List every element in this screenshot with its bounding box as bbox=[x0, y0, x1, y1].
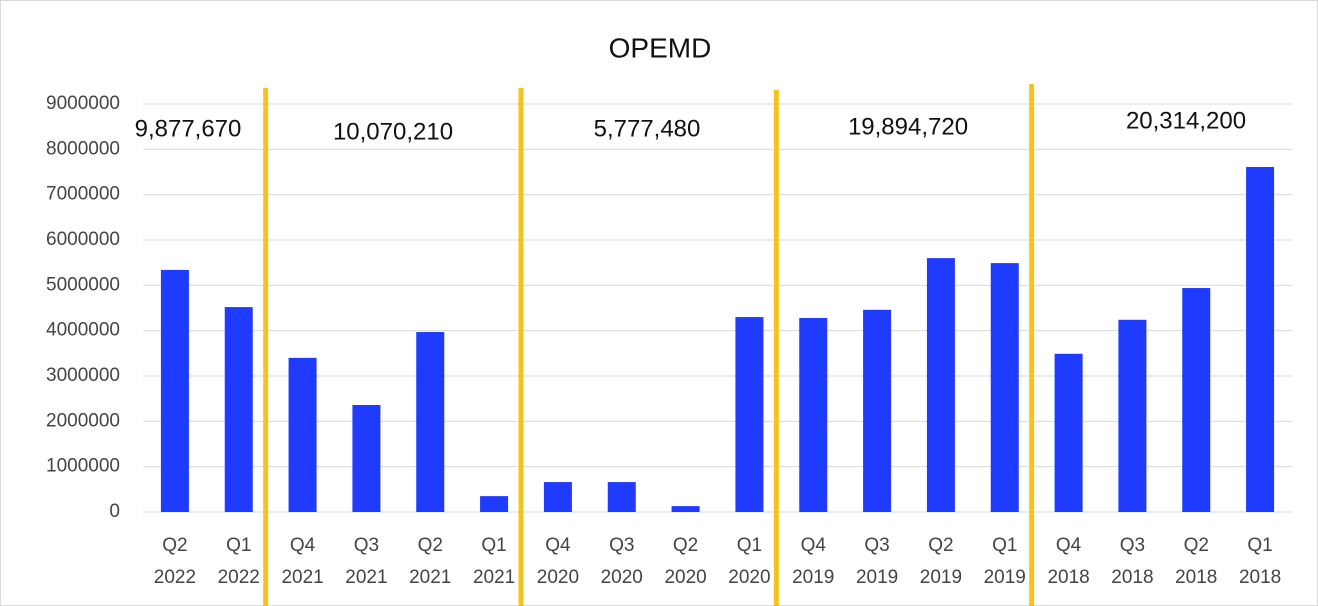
bar bbox=[607, 482, 636, 512]
x-tick-label: 2018 bbox=[1047, 567, 1089, 588]
x-tick-label: 2022 bbox=[218, 567, 260, 588]
x-tick-label: 2020 bbox=[728, 567, 770, 588]
x-tick-label: Q4 bbox=[801, 535, 827, 556]
bar bbox=[288, 357, 317, 512]
y-tick-label: 4000000 bbox=[46, 320, 120, 341]
bar bbox=[863, 309, 892, 512]
x-tick-label: 2020 bbox=[664, 567, 706, 588]
x-tick-label: Q3 bbox=[864, 535, 889, 556]
x-tick-label: Q1 bbox=[1247, 535, 1272, 556]
x-tick-label: Q1 bbox=[992, 535, 1017, 556]
y-tick-label: 3000000 bbox=[46, 365, 120, 386]
x-tick-label: 2018 bbox=[1239, 567, 1281, 588]
y-tick-label: 2000000 bbox=[46, 410, 120, 431]
bar bbox=[352, 405, 381, 512]
x-tick-label: 2020 bbox=[601, 567, 643, 588]
x-tick-label: 2022 bbox=[154, 567, 196, 588]
x-tick-label: Q1 bbox=[737, 535, 762, 556]
bar bbox=[480, 496, 509, 512]
x-tick-label: 2018 bbox=[1111, 567, 1153, 588]
x-tick-label: Q4 bbox=[290, 535, 316, 556]
y-tick-label: 7000000 bbox=[46, 184, 120, 205]
y-tick-label: 0 bbox=[109, 501, 120, 522]
bar bbox=[543, 482, 572, 512]
bar bbox=[1182, 288, 1211, 512]
group-total: 20,314,200 bbox=[1126, 107, 1246, 134]
y-tick-label: 9000000 bbox=[46, 93, 120, 114]
y-tick-label: 8000000 bbox=[46, 138, 120, 159]
x-tick-label: 2018 bbox=[1175, 567, 1217, 588]
bar bbox=[416, 332, 445, 512]
x-tick-label: Q2 bbox=[418, 535, 443, 556]
bar bbox=[990, 263, 1019, 512]
bar bbox=[735, 317, 764, 512]
x-tick-label: Q4 bbox=[1056, 535, 1082, 556]
x-tick-label: 2021 bbox=[345, 567, 387, 588]
x-tick-label: Q2 bbox=[928, 535, 953, 556]
bar bbox=[224, 307, 253, 512]
group-total: 5,777,480 bbox=[594, 115, 701, 142]
x-tick-label: Q2 bbox=[1184, 535, 1209, 556]
y-tick-label: 5000000 bbox=[46, 274, 120, 295]
x-tick-label: 2019 bbox=[792, 567, 834, 588]
x-tick-label: Q3 bbox=[1120, 535, 1145, 556]
bar bbox=[1246, 167, 1275, 512]
x-tick-label: 2021 bbox=[409, 567, 451, 588]
x-tick-label: 2019 bbox=[984, 567, 1026, 588]
x-tick-label: Q4 bbox=[545, 535, 571, 556]
x-tick-label: Q3 bbox=[609, 535, 634, 556]
x-tick-label: 2020 bbox=[537, 567, 579, 588]
x-tick-label: Q2 bbox=[162, 535, 187, 556]
x-tick-label: 2021 bbox=[473, 567, 515, 588]
bar bbox=[926, 258, 955, 512]
bar bbox=[1054, 353, 1083, 512]
chart-title: OPEMD bbox=[609, 32, 712, 63]
x-tick-label: Q1 bbox=[481, 535, 506, 556]
bar bbox=[799, 317, 828, 512]
x-tick-label: Q3 bbox=[354, 535, 379, 556]
x-tick-label: 2021 bbox=[281, 567, 323, 588]
group-total: 19,894,720 bbox=[848, 113, 968, 140]
bar bbox=[160, 269, 189, 512]
y-tick-label: 1000000 bbox=[46, 456, 120, 477]
y-tick-label: 6000000 bbox=[46, 229, 120, 250]
x-tick-label: Q2 bbox=[673, 535, 698, 556]
group-total: 9,877,670 bbox=[135, 115, 242, 142]
bar bbox=[671, 506, 700, 512]
x-tick-label: 2019 bbox=[856, 567, 898, 588]
x-tick-label: 2019 bbox=[920, 567, 962, 588]
x-tick-label: Q1 bbox=[226, 535, 251, 556]
bar bbox=[1118, 319, 1147, 512]
group-total: 10,070,210 bbox=[333, 118, 453, 145]
